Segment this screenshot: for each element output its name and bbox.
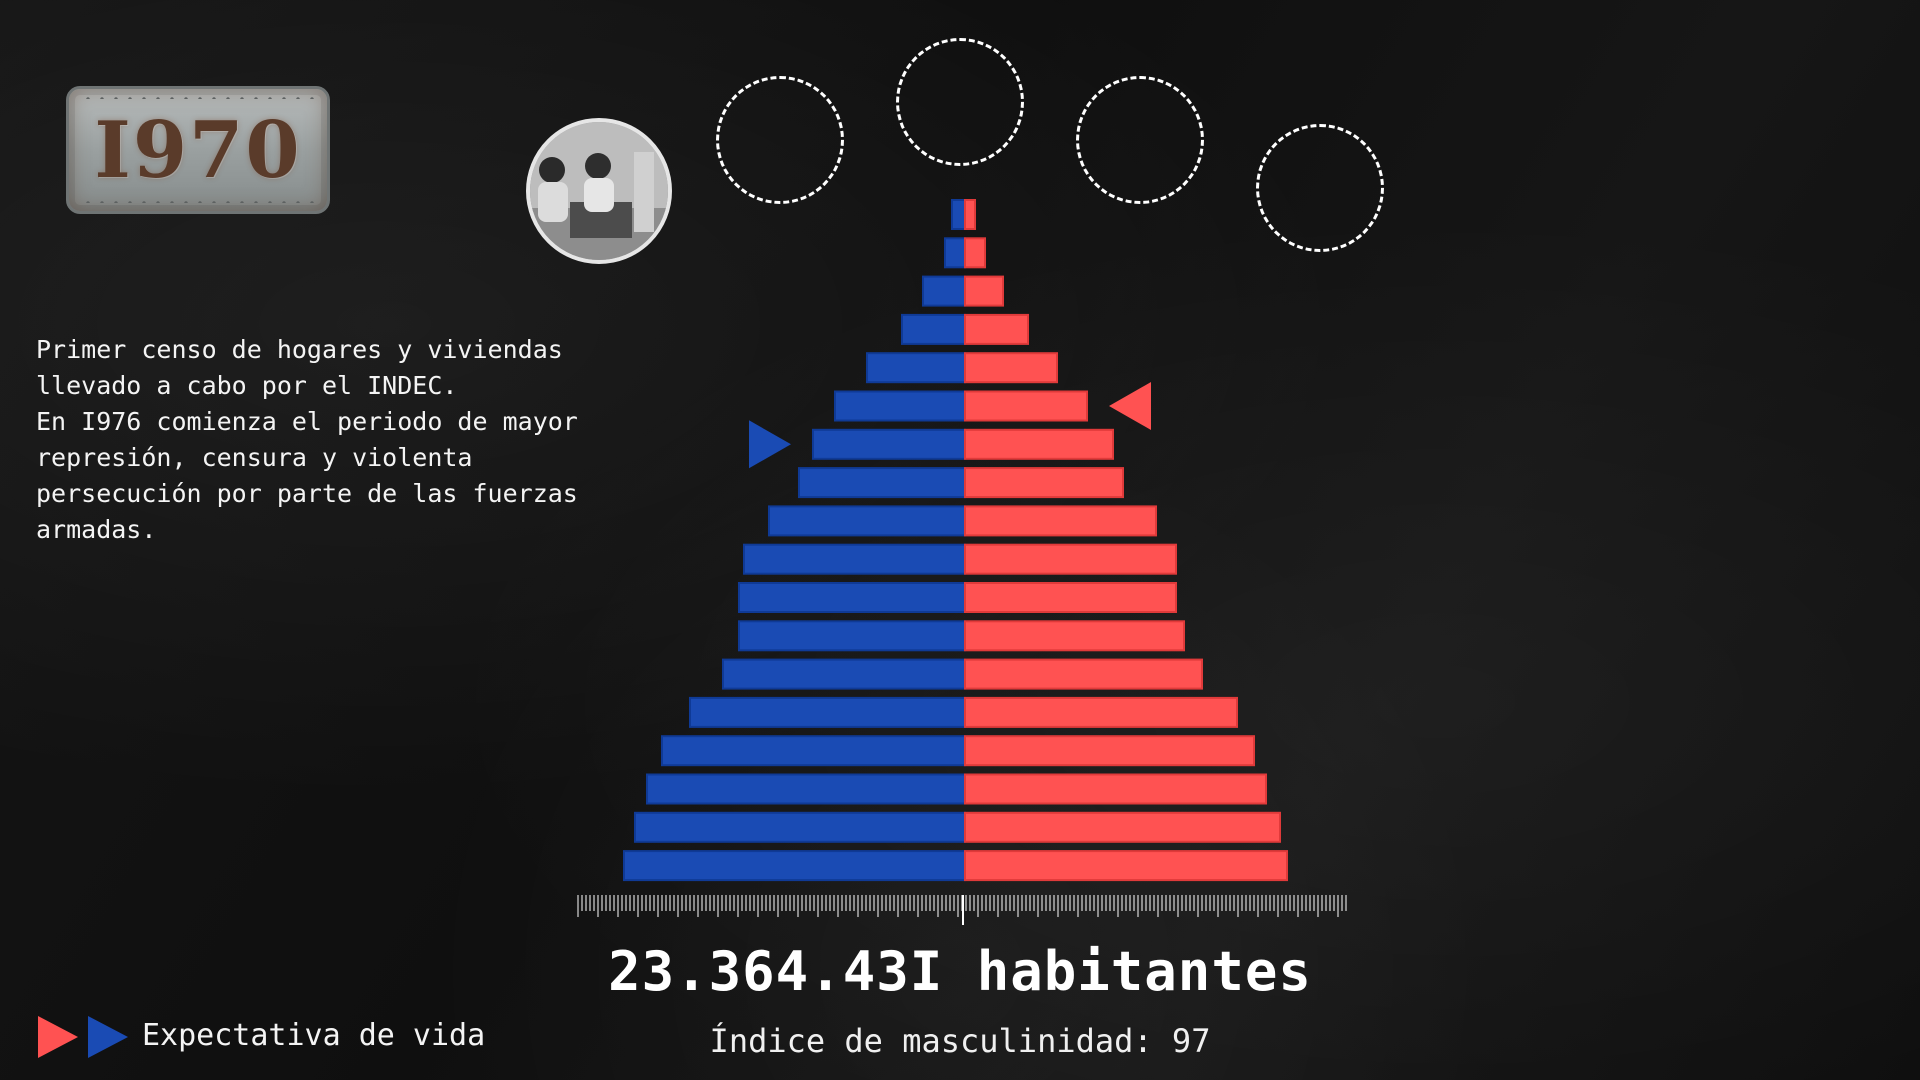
female-bar-10 [964, 543, 1177, 575]
male-bar-5 [866, 352, 966, 384]
year-label: I970 [94, 104, 302, 196]
axis-ruler [577, 895, 1347, 925]
description-text: Primer censo de hogares y viviendas llev… [36, 335, 578, 544]
legend-arrows [38, 1016, 128, 1058]
female-bar-3 [964, 275, 1004, 307]
empty-photo-slot-2[interactable] [896, 38, 1024, 166]
female-bar-12 [964, 620, 1185, 652]
male-bar-7 [812, 428, 966, 460]
female-bar-5 [964, 352, 1058, 384]
male-bar-16 [646, 773, 966, 805]
empty-photo-slot-1[interactable] [716, 76, 844, 204]
male-bar-9 [768, 505, 966, 537]
male-bar-13 [722, 658, 966, 690]
male-life-expectancy-marker-icon [749, 420, 791, 469]
female-bar-16 [964, 773, 1267, 805]
female-bar-6 [964, 390, 1088, 422]
male-bar-6 [834, 390, 966, 422]
female-life-expectancy-marker-icon [1109, 382, 1151, 430]
photo-image [530, 122, 668, 260]
male-bar-14 [689, 696, 966, 728]
female-bar-17 [964, 811, 1281, 843]
female-bar-1 [964, 199, 976, 230]
male-bar-18 [623, 850, 966, 882]
historical-photo[interactable] [526, 118, 672, 264]
female-bar-4 [964, 313, 1029, 345]
female-bar-9 [964, 505, 1157, 537]
female-bar-14 [964, 696, 1238, 728]
female-bar-18 [964, 850, 1288, 882]
masculinity-index: Índice de masculinidad: 97 [709, 1022, 1211, 1060]
male-bar-1 [951, 199, 966, 230]
female-bar-2 [964, 237, 986, 269]
male-bar-2 [944, 237, 966, 269]
male-bar-15 [661, 735, 966, 767]
empty-photo-slot-4[interactable] [1256, 124, 1384, 252]
female-bar-13 [964, 658, 1203, 690]
male-bar-17 [634, 811, 966, 843]
male-bar-8 [798, 467, 966, 499]
total-population: 23.364.43I habitantes [608, 940, 1312, 1003]
male-bar-4 [901, 313, 966, 345]
male-bar-12 [738, 620, 966, 652]
female-bar-15 [964, 735, 1255, 767]
male-bar-10 [743, 543, 966, 575]
empty-photo-slot-3[interactable] [1076, 76, 1204, 204]
male-bar-3 [922, 275, 966, 307]
female-bar-11 [964, 582, 1177, 613]
legend-female-arrow-icon [38, 1016, 78, 1058]
year-plate: I970 [66, 86, 330, 214]
male-bar-11 [738, 582, 966, 613]
female-bar-8 [964, 467, 1124, 499]
legend-label[interactable]: Expectativa de vida [142, 1018, 486, 1053]
legend-male-arrow-icon [88, 1016, 128, 1058]
female-bar-7 [964, 428, 1114, 460]
